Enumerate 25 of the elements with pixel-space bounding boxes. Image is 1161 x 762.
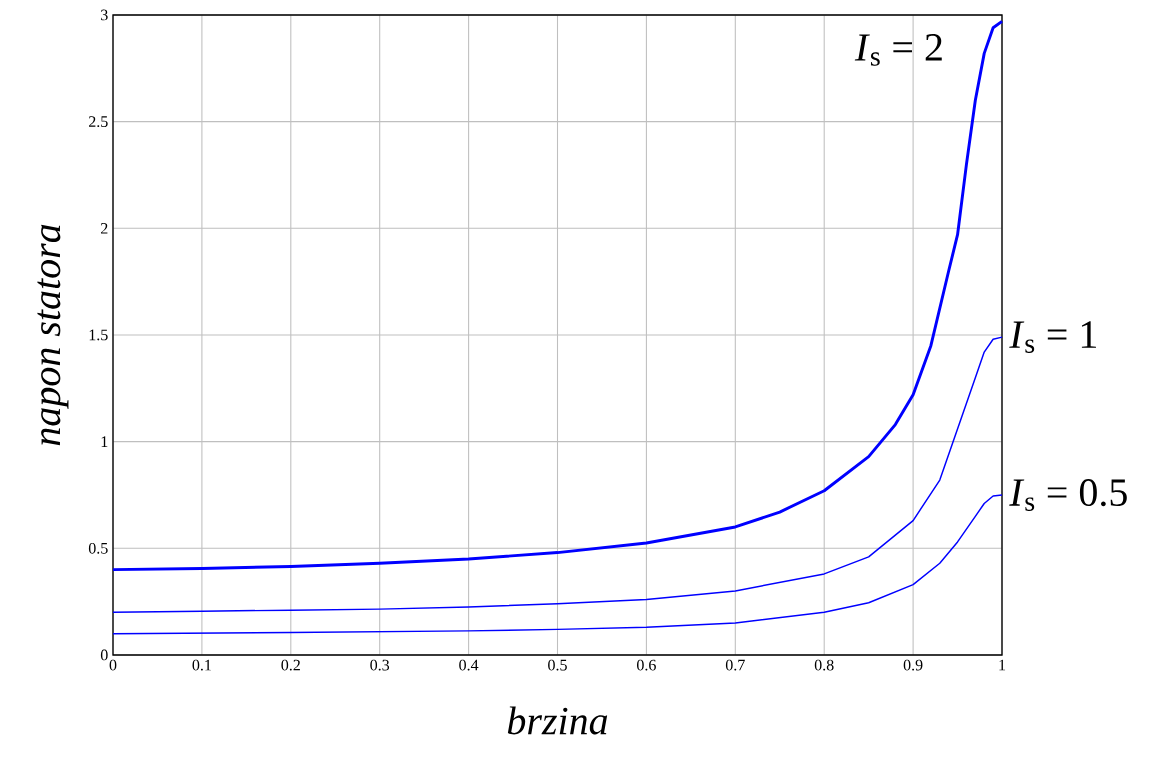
x-tick-label: 0.1	[192, 659, 211, 671]
series-label: I$_{s}$ = 2	[854, 34, 942, 66]
line-series	[112, 494, 1003, 635]
series-label: I$_{s}$ = 0.5	[1009, 479, 1127, 511]
x-tick-label: 0.4	[459, 659, 479, 671]
y-tick-label: 2	[101, 223, 108, 234]
y-tick-label: 0.5	[88, 542, 108, 554]
x-tick-label: 0	[109, 659, 117, 671]
y-tick-label: 0	[100, 649, 108, 661]
x-tick-label: 0.8	[814, 659, 834, 671]
y-tick-label: 1.5	[89, 329, 108, 341]
x-tick-label: 1	[999, 659, 1006, 671]
y-tick-label: 1	[101, 436, 108, 447]
line-series	[111, 19, 1004, 572]
x-tick-label: 0.6	[637, 659, 656, 671]
series-label: I$_{s}$ = 1	[1009, 321, 1096, 353]
y-tick-label: 2.5	[89, 116, 108, 128]
y-tick-label: 3	[101, 9, 108, 21]
x-tick-label: 0.3	[370, 659, 390, 671]
x-axis-title: brzina	[507, 706, 608, 735]
x-tick-label: 0.2	[281, 659, 300, 671]
x-tick-label: 0.7	[725, 659, 745, 671]
y-axis-title: napon statora	[37, 224, 69, 446]
x-tick-label: 0.5	[548, 659, 567, 671]
x-tick-label: 0.9	[903, 659, 923, 671]
